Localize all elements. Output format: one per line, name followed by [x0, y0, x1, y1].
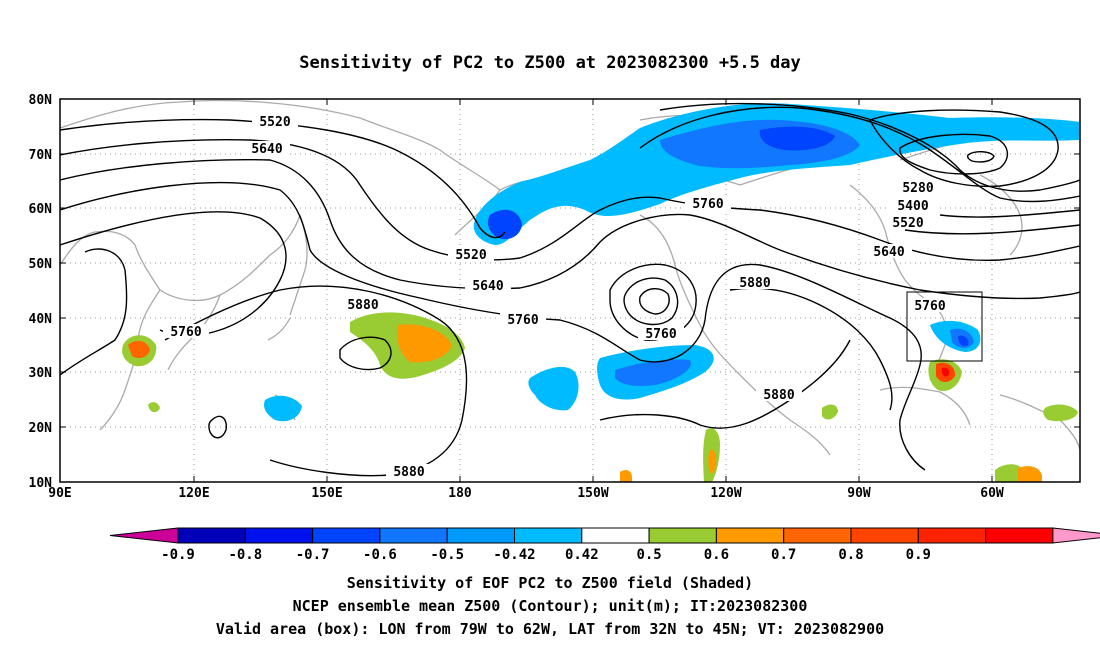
colorbar-label: -0.42 — [493, 547, 535, 563]
axis-ticks — [60, 98, 1080, 482]
colorbar-triangle-high — [1052, 527, 1100, 544]
colorbar-box — [312, 527, 381, 544]
valid-area-box — [906, 291, 983, 362]
colorbar-label: -0.7 — [296, 547, 330, 563]
colorbar-box — [917, 527, 987, 544]
colorbar-triangle-low — [109, 527, 179, 544]
contour-label-5760-e: 5760 — [914, 299, 945, 314]
colorbar-labels: -0.9 -0.8 -0.7 -0.6 -0.5 -0.42 0.42 0.5 0.6 0.7 0.… — [161, 547, 931, 563]
contour-label-5640-a: 5640 — [251, 142, 282, 157]
contour-label-5760-d: 5760 — [692, 197, 723, 212]
latitude-labels: 80N 70N 60N 50N 40N 30N 20N 10N — [29, 93, 53, 491]
shade-pacific-east-mid — [615, 359, 691, 386]
colorbar-label: 0.9 — [906, 547, 931, 563]
colorbar-box — [715, 527, 785, 544]
lat-label: 20N — [29, 421, 53, 436]
colorbar-box — [783, 527, 852, 544]
shade-pacific-orange — [397, 324, 452, 363]
map-area — [60, 99, 1080, 482]
contour-label-5760-b: 5760 — [507, 313, 538, 328]
shade-china-orange — [128, 340, 150, 358]
lon-label: 120W — [710, 486, 741, 501]
colorbar — [109, 527, 1100, 544]
colorbar-box — [850, 527, 919, 544]
shade-pacific-west — [528, 366, 579, 411]
contour-label-5640-b: 5640 — [472, 279, 503, 294]
lat-label: 80N — [29, 93, 53, 108]
shade-atlantic-east-green — [1043, 404, 1078, 422]
colorbar-label: 0.42 — [565, 547, 599, 563]
contour-label-5880-d: 5880 — [393, 465, 424, 480]
lon-label: 180 — [448, 486, 472, 501]
colorbar-box — [446, 527, 516, 544]
contour-label-5880-c: 5880 — [763, 388, 794, 403]
shade-atlantic-core — [941, 367, 950, 377]
colorbar-label: 0.8 — [838, 547, 863, 563]
contour-label-5520-b: 5520 — [455, 248, 486, 263]
contour-label-5280: 5280 — [902, 181, 933, 196]
colorbar-box — [379, 527, 448, 544]
colorbar-label: -0.6 — [363, 547, 397, 563]
longitude-labels: 90E 120E 150E 180 150W 120W 90W 60W — [48, 486, 1004, 501]
contour-label-5880-b: 5880 — [739, 276, 770, 291]
shade-mexico-orange — [708, 449, 717, 474]
shade-bering-core — [487, 209, 522, 240]
caption-line-2: NCEP ensemble mean Z500 (Contour); unit(… — [293, 597, 808, 615]
grid-lines — [60, 99, 1080, 482]
lon-label: 90W — [847, 486, 871, 501]
colorbar-label: 0.5 — [636, 547, 661, 563]
contour-label-5760-c: 5760 — [645, 327, 676, 342]
shade-gulf-green — [822, 404, 838, 420]
colorbar-label: -0.9 — [161, 547, 195, 563]
colorbar-label: -0.5 — [430, 547, 464, 563]
shade-philippine — [264, 395, 302, 422]
colorbar-label: -0.8 — [228, 547, 262, 563]
shade-arctic-blue — [473, 103, 1080, 246]
shade-arctic-core — [759, 126, 835, 151]
shade-indo-green — [148, 402, 160, 413]
colorbar-box — [177, 527, 246, 544]
lon-label: 150W — [577, 486, 608, 501]
lon-label: 150E — [311, 486, 342, 501]
shade-south-green — [995, 464, 1025, 482]
lat-label: 50N — [29, 257, 53, 272]
lat-label: 60N — [29, 202, 53, 217]
shade-atlantic-box-core — [958, 335, 969, 346]
caption-line-3: Valid area (box): LON from 79W to 62W, L… — [216, 620, 884, 638]
sensitivity-negative-shading — [264, 103, 1080, 422]
z500-contours — [60, 102, 1080, 477]
contour-label-5400: 5400 — [897, 199, 928, 214]
contour-label-5520-a: 5520 — [259, 115, 290, 130]
sensitivity-positive-shading — [122, 312, 1078, 482]
contour-label-5880-a: 5880 — [347, 298, 378, 313]
lon-label: 120E — [178, 486, 209, 501]
figure-title: Sensitivity of PC2 to Z500 at 2023082300… — [299, 53, 801, 73]
map-frame — [59, 98, 1081, 483]
colorbar-box — [581, 527, 650, 544]
colorbar-box — [985, 527, 1054, 544]
lat-label: 10N — [29, 476, 53, 491]
contour-label-5760-a: 5760 — [170, 325, 201, 340]
colorbar-label: 0.6 — [704, 547, 729, 563]
shade-south-orange — [1018, 466, 1042, 482]
lat-label: 70N — [29, 148, 53, 163]
lon-label: 90E — [48, 486, 71, 501]
captions: Sensitivity of EOF PC2 to Z500 field (Sh… — [216, 574, 884, 638]
caption-line-1: Sensitivity of EOF PC2 to Z500 field (Sh… — [347, 574, 753, 592]
contour-label-5520-c: 5520 — [892, 216, 923, 231]
colorbar-box — [244, 527, 314, 544]
contour-label-5640-c: 5640 — [873, 245, 904, 260]
lat-label: 40N — [29, 312, 53, 327]
colorbar-box — [514, 527, 583, 544]
lat-label: 30N — [29, 366, 53, 381]
colorbar-label: 0.7 — [771, 547, 796, 563]
lon-label: 60W — [980, 486, 1004, 501]
colorbar-box — [648, 527, 717, 544]
shade-pacific-south-orange — [620, 470, 632, 482]
contour-labels: 5520 5640 5520 5640 5760 5880 5760 5760 … — [163, 114, 953, 480]
